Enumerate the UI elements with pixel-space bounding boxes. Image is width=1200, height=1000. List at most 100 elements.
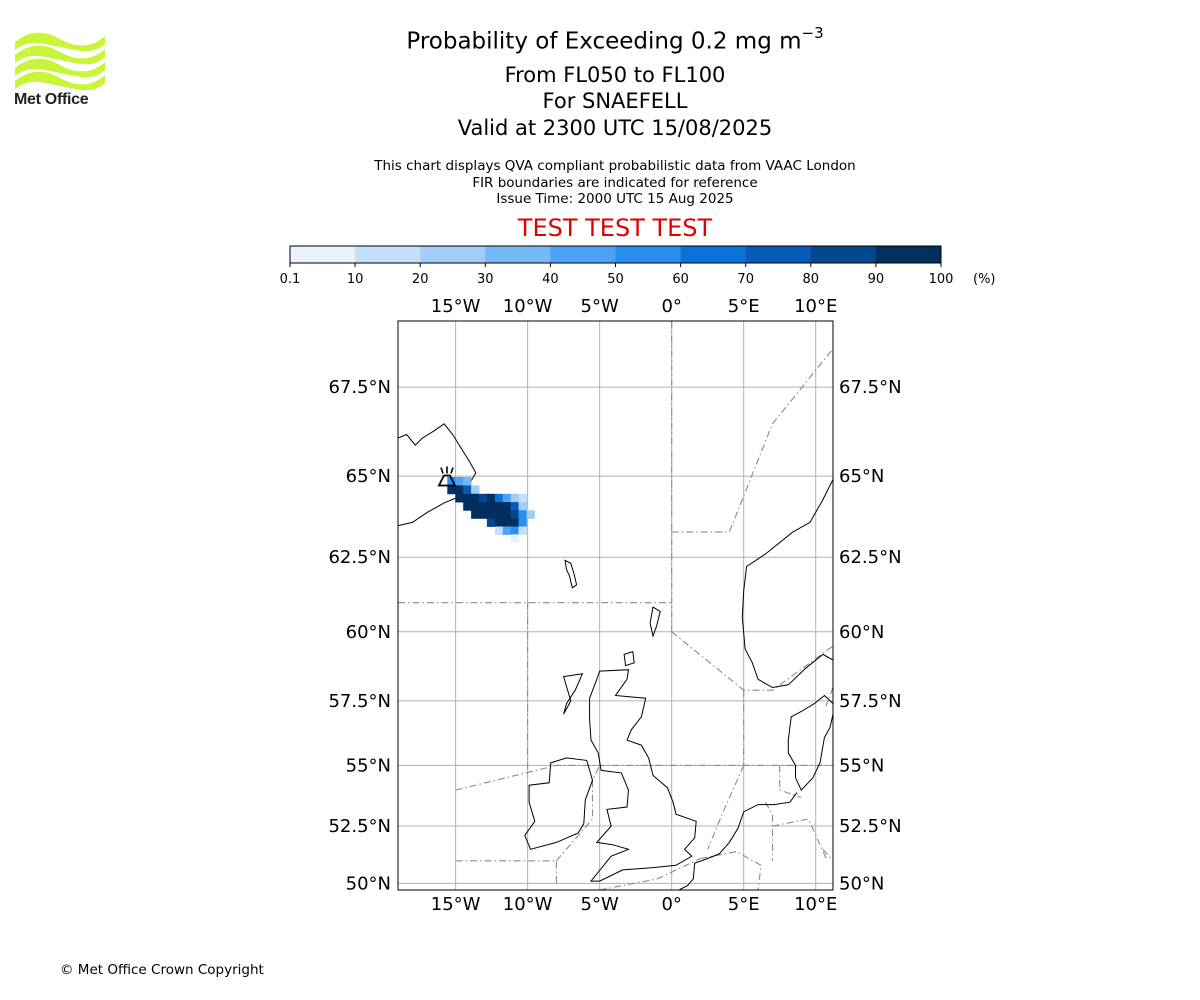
probability-cell [463, 477, 472, 486]
logo-wave [15, 58, 105, 78]
longitude-label-top: 15°W [431, 296, 481, 317]
colorbar-bin [550, 246, 616, 263]
probability-cell [494, 493, 504, 503]
test-banner: TEST TEST TEST [517, 214, 713, 242]
colorbar: 0.1 10 20 30 40 50 60 70 80 90 100 (%) [280, 245, 996, 287]
chart-title: Probability of Exceeding 0.2 mg m−3 [315, 24, 915, 55]
probability-cell [510, 534, 519, 543]
colorbar-bin [875, 246, 942, 263]
met-office-wave-icon [15, 32, 105, 91]
latitude-label-left: 52.5°N [328, 816, 391, 837]
probability-cell [479, 502, 488, 511]
probability-cell [455, 493, 464, 503]
probability-cell [486, 493, 496, 503]
ash-probability-field [447, 477, 535, 543]
fir-boundaries [398, 321, 833, 890]
probability-cell [518, 510, 527, 519]
latitude-label-right: 57.5°N [839, 691, 902, 712]
longitude-label-bottom: 15°W [431, 894, 481, 915]
latitude-label-left: 57.5°N [328, 691, 391, 712]
colorbar-tick-label: 60 [672, 272, 689, 287]
probability-cell [510, 518, 519, 527]
description-line: This chart displays QVA compliant probab… [374, 158, 856, 174]
probability-cell [518, 526, 527, 535]
probability-cell [510, 502, 519, 511]
colorbar-tick-label: 100 [929, 272, 954, 287]
colorbar-tick-label: 50 [607, 272, 624, 287]
longitude-label-top: 10°E [794, 296, 837, 317]
latitude-label-right: 60°N [839, 622, 884, 643]
colorbar-tick-label: 70 [737, 272, 754, 287]
description-line: FIR boundaries are indicated for referen… [472, 175, 758, 191]
colorbar-bin [615, 246, 682, 263]
probability-cell [518, 493, 527, 503]
colorbar-unit: (%) [973, 272, 996, 287]
probability-cell [526, 510, 535, 519]
colorbar-tick-label: 0.1 [280, 272, 301, 287]
longitude-label-bottom: 10°W [503, 894, 553, 915]
probability-cell [494, 518, 504, 527]
probability-cell [463, 502, 472, 511]
latitude-label-left: 65°N [346, 466, 391, 487]
issue-time: Issue Time: 2000 UTC 15 Aug 2025 [496, 191, 734, 207]
colorbar-bin [745, 246, 812, 263]
valid-time: Valid at 2300 UTC 15/08/2025 [457, 116, 773, 140]
coastlines [398, 423, 833, 890]
probability-cell [510, 493, 519, 503]
probability-cell [494, 502, 504, 511]
map-frame [397, 320, 834, 891]
latitude-label-right: 52.5°N [839, 816, 902, 837]
copyright-notice: © Met Office Crown Copyright [60, 962, 264, 978]
longitude-label-bottom: 0° [661, 894, 681, 915]
latitude-label-right: 62.5°N [839, 547, 902, 568]
colorbar-bin [290, 246, 356, 263]
probability-cell [455, 485, 464, 495]
colorbar-bin [420, 246, 486, 263]
probability-cell [494, 526, 504, 535]
probability-cell [479, 493, 488, 503]
longitude-label-top: 10°W [503, 296, 553, 317]
latitude-label-left: 67.5°N [328, 377, 391, 398]
logo-wave [15, 45, 105, 65]
probability-cell [486, 502, 496, 511]
probability-cell [502, 518, 512, 527]
probability-cell [510, 510, 519, 519]
probability-cell [447, 477, 456, 486]
longitude-label-top: 0° [661, 296, 681, 317]
probability-cell [455, 477, 464, 486]
volcano-icon [437, 466, 457, 487]
chart-title-exponent: −3 [801, 24, 824, 42]
colorbar-tick-label: 80 [803, 272, 820, 287]
probability-cell [518, 518, 527, 527]
latitude-label-right: 65°N [839, 466, 884, 487]
probability-cell [486, 518, 496, 527]
colorbar-bin [810, 246, 877, 263]
colorbar-tick-label: 90 [868, 272, 885, 287]
logo-text: Met Office [14, 91, 89, 108]
probability-cell [447, 485, 456, 495]
latitude-label-left: 55°N [346, 755, 391, 776]
colorbar-bin [355, 246, 421, 263]
probability-cell [518, 502, 527, 511]
met-office-logo [15, 32, 105, 91]
probability-cell [494, 510, 504, 519]
probability-cell [486, 510, 496, 519]
chart-title-text: Probability of Exceeding 0.2 mg m [406, 28, 802, 55]
latitude-label-left: 62.5°N [328, 547, 391, 568]
latitude-label-left: 60°N [346, 622, 391, 643]
colorbar-tick-label: 10 [347, 272, 364, 287]
colorbar-tick-label: 20 [412, 272, 429, 287]
probability-cell [510, 526, 519, 535]
longitude-label-bottom: 5°W [581, 894, 619, 915]
probability-cell [471, 493, 480, 503]
logo-wave [15, 32, 105, 52]
probability-cell [502, 526, 512, 535]
colorbar-tick-label: 30 [477, 272, 494, 287]
latitude-label-left: 50°N [346, 873, 391, 894]
probability-cell [479, 510, 488, 519]
colorbar-tick-label: 40 [542, 272, 559, 287]
longitude-label-top: 5°W [581, 296, 619, 317]
latitude-label-right: 50°N [839, 873, 884, 894]
probability-cell [471, 510, 480, 519]
colorbar-bin [485, 246, 551, 263]
